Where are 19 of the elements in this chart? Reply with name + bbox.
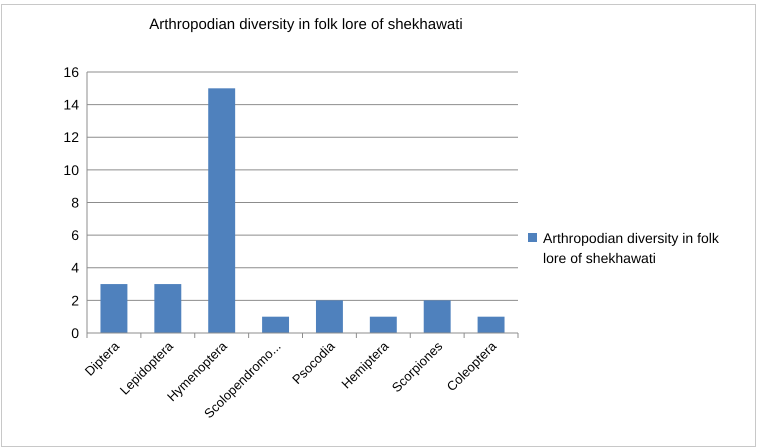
y-tick-label: 2 <box>71 292 80 308</box>
bar <box>208 88 236 333</box>
y-tick-label: 14 <box>63 96 80 113</box>
y-tick-label: 0 <box>71 324 80 341</box>
y-tick-label: 10 <box>63 162 80 178</box>
y-tick-label: 6 <box>71 227 80 244</box>
bar <box>262 316 290 333</box>
y-tick-label: 4 <box>71 260 80 276</box>
bar <box>478 316 505 333</box>
y-tick-label: 16 <box>63 64 80 80</box>
bar <box>316 300 343 333</box>
y-tick-label: 12 <box>63 129 80 146</box>
y-tick-label: 8 <box>71 194 80 210</box>
bar <box>100 284 128 333</box>
legend-label: Arthropodian diversity in folk lore of shekhawati <box>543 230 720 266</box>
chart-title: Arthropodian diversity in folk lore of shekhawati <box>149 16 463 33</box>
bar <box>424 300 451 333</box>
bar <box>154 284 182 333</box>
bar <box>370 316 397 333</box>
